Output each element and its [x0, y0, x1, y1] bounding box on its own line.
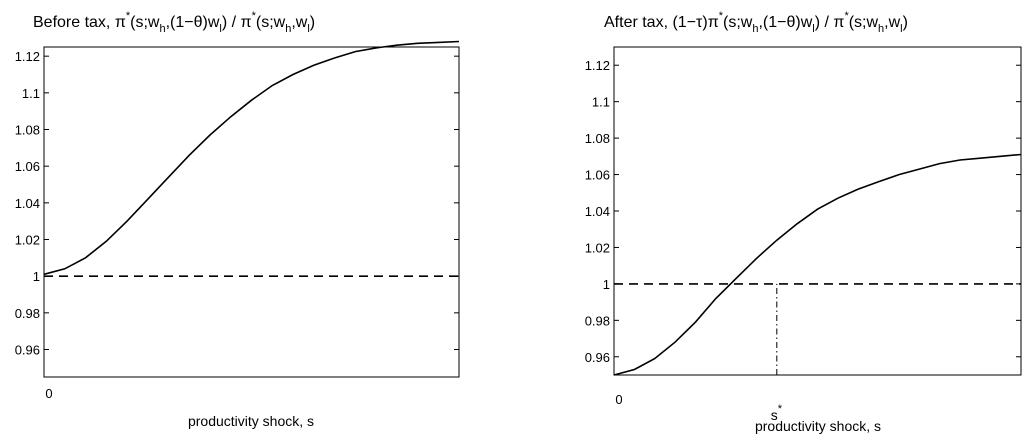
left-title-star-2: * — [252, 10, 257, 22]
right-ytick-label: 1 — [603, 277, 610, 292]
right-x-axis-label: productivity shock, s — [755, 418, 881, 434]
left-ytick-label: 0.98 — [15, 306, 40, 321]
right-title-star-2: * — [844, 10, 849, 22]
right-ytick-label: 1.1 — [592, 95, 610, 110]
left-title-pi-1: π — [115, 14, 126, 31]
right-ytick-label: 0.96 — [585, 350, 610, 365]
right-title-part-6: ) — [903, 14, 908, 31]
left-title-star-1: * — [126, 10, 131, 22]
annotation-sup: * — [778, 403, 783, 415]
left-title-part-5: ,w — [291, 14, 307, 31]
left-title-sub-4: l — [307, 23, 309, 35]
left-ytick-label: 1 — [33, 269, 40, 284]
left-title-sub-2: l — [219, 23, 221, 35]
left-plot-frame — [43, 46, 460, 378]
left-title-sub-1: h — [159, 23, 165, 35]
left-title-part-1: (s;w — [130, 14, 160, 31]
left-chart: 0.96 0.98 1 1.02 1.04 1.06 1.08 1.1 1.12 0 — [15, 40, 460, 401]
right-title-sub-4: l — [900, 23, 902, 35]
right-annotation-s-star: s* — [771, 403, 783, 423]
left-ytick-label: 1.02 — [15, 233, 40, 248]
left-chart-title: Before tax, π*(s;wh,(1−θ)wl) / π*(s;wh,w… — [33, 10, 315, 35]
right-title-part-3: ) / — [815, 14, 834, 31]
right-xtick-label: 0 — [615, 392, 622, 407]
right-title-sub-1: h — [752, 23, 758, 35]
right-series-solid-line — [613, 153, 1022, 376]
left-title-part-2: ,(1−θ)w — [166, 14, 220, 31]
right-ytick-label: 1.12 — [585, 58, 610, 73]
right-title-star-1: * — [719, 10, 724, 22]
right-title-pi-2: π — [833, 14, 844, 31]
right-plot-frame — [613, 46, 1022, 376]
right-title-part-2: ,(1−θ)w — [758, 14, 812, 31]
right-ytick-label: 1.02 — [585, 240, 610, 255]
left-ytick-label: 1.06 — [15, 159, 40, 174]
left-ytick-label: 1.1 — [22, 86, 40, 101]
left-title-part-6: ) — [310, 14, 315, 31]
right-ytick-label: 1.08 — [585, 131, 610, 146]
right-title-part-1: (s;w — [723, 14, 753, 31]
right-ytick-label: 1.06 — [585, 168, 610, 183]
right-chart-title: After tax, (1−τ)π*(s;wh,(1−θ)wl) / π*(s;… — [604, 10, 908, 35]
left-series-solid-line — [43, 40, 460, 276]
right-ytick-label: 0.98 — [585, 313, 610, 328]
left-title-part-4: (s;w — [256, 14, 286, 31]
left-title-part-3: ) / — [222, 14, 241, 31]
right-title-part-5: ,w — [884, 14, 900, 31]
right-ytick-label: 1.04 — [585, 204, 610, 219]
right-title-part-4: (s;w — [849, 14, 879, 31]
left-x-axis-label: productivity shock, s — [188, 413, 314, 429]
right-title-sub-3: h — [878, 23, 884, 35]
right-title-pi-1: π — [708, 14, 719, 31]
left-title-pi-2: π — [241, 14, 252, 31]
left-ytick-label: 1.12 — [15, 49, 40, 64]
left-title-sub-3: h — [285, 23, 291, 35]
left-ytick-label: 1.04 — [15, 196, 40, 211]
left-title-prefix: Before tax, — [33, 14, 115, 31]
left-ytick-label: 0.96 — [15, 343, 40, 358]
right-title-sub-2: l — [812, 23, 814, 35]
annotation-label: s — [771, 407, 778, 423]
left-ytick-label: 1.08 — [15, 123, 40, 138]
right-chart: 0.96 0.98 1 1.02 1.04 1.06 1.08 1.1 1.12 0 s* — [585, 46, 1022, 423]
left-xtick-label: 0 — [45, 386, 52, 401]
right-title-prefix: After tax, (1−τ) — [604, 14, 708, 31]
